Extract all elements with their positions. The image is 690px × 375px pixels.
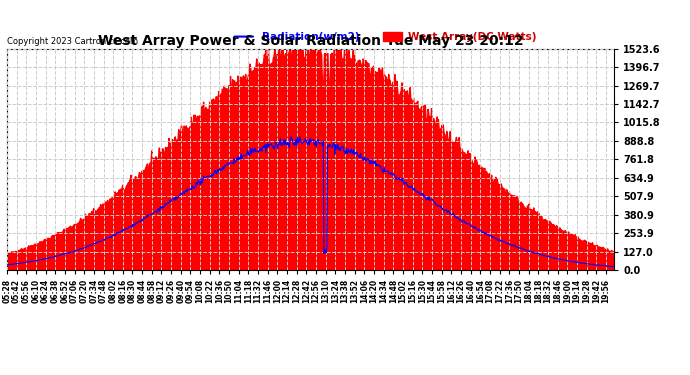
Title: West Array Power & Solar Radiation Tue May 23 20:12: West Array Power & Solar Radiation Tue M…: [98, 34, 523, 48]
Bar: [384, 32, 402, 41]
Text: Radiation(w/m2): Radiation(w/m2): [262, 32, 359, 42]
Text: West Array(DC Watts): West Array(DC Watts): [408, 32, 536, 42]
Text: Copyright 2023 Cartronics.com: Copyright 2023 Cartronics.com: [7, 37, 138, 46]
